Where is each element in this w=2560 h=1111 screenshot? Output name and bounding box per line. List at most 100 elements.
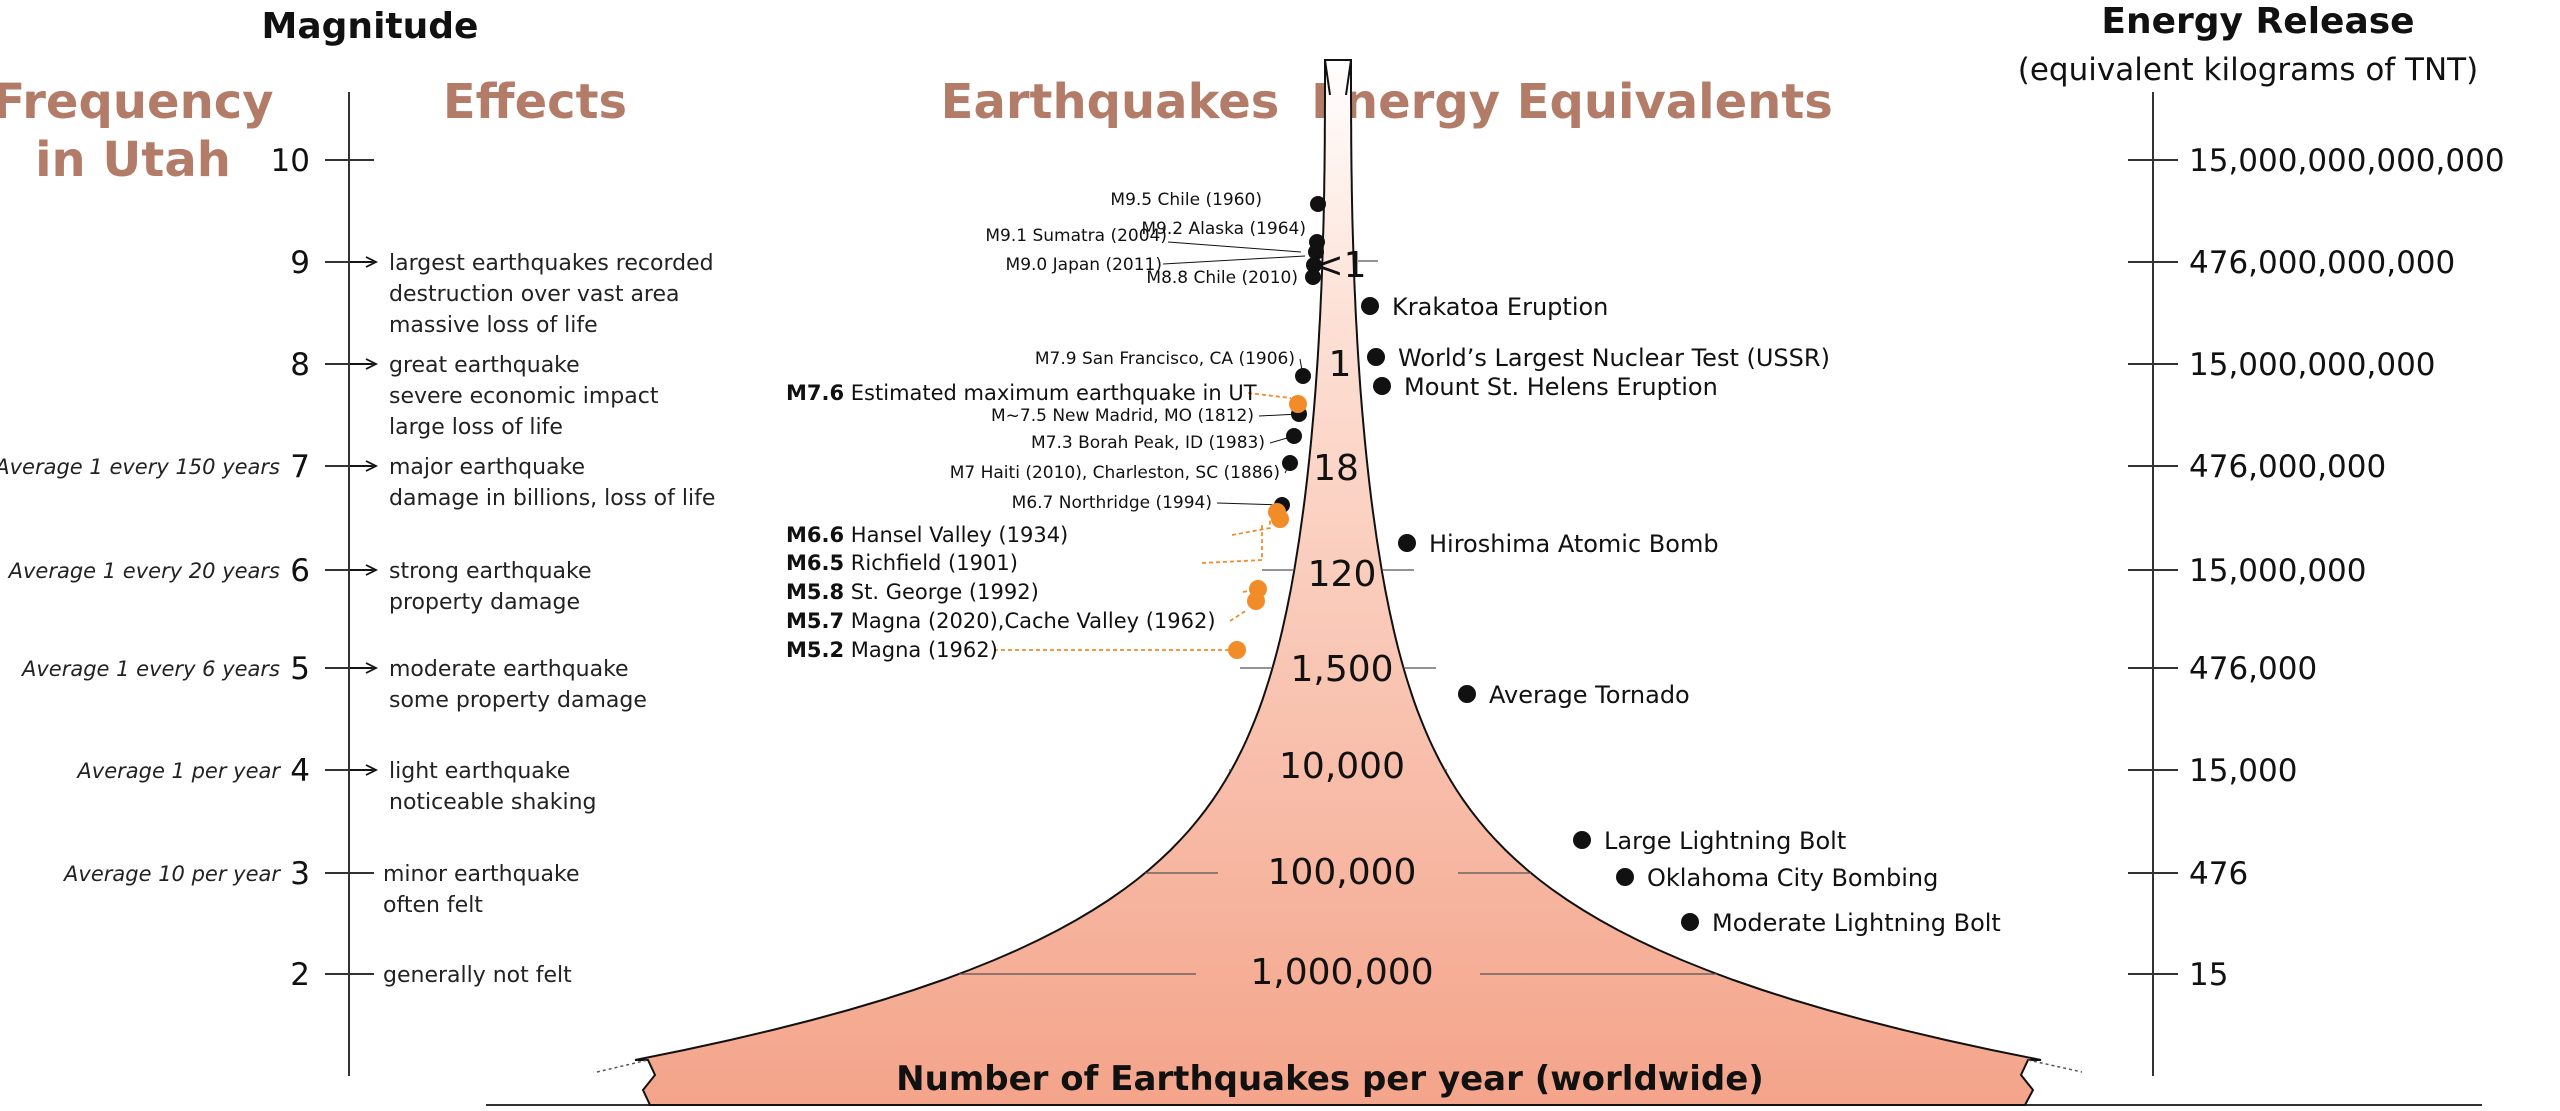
energy-release-value: 476 — [2189, 856, 2248, 892]
energy-release-value: 15 — [2189, 957, 2228, 993]
frequency-text: Average 1 every 6 years — [20, 657, 280, 681]
energy-equivalent-dot — [1367, 348, 1385, 366]
energy-release-value: 476,000,000,000 — [2189, 245, 2455, 281]
energy-equivalent-label: Large Lightning Bolt — [1604, 827, 1846, 855]
world-quake-dot — [1282, 455, 1298, 471]
energy-equivalents-header: Energy Equivalents — [1311, 74, 1833, 130]
magnitude-ticks: 10 9 8 7 6 5 4 3 2 — [271, 143, 374, 993]
cone-tip-right — [1345, 59, 1352, 96]
earthquake-count: 1,500 — [1290, 649, 1393, 690]
earthquakes-header: Earthquakes — [941, 74, 1280, 130]
earthquake-cone — [634, 59, 2042, 1106]
utah-quake-dot — [1289, 395, 1307, 413]
magnitude-label: 9 — [290, 245, 310, 281]
energy-equivalent-dot — [1398, 534, 1416, 552]
utah-quake-leader — [1231, 519, 1271, 536]
utah-quake-description: Hansel Valley (1934) — [844, 523, 1068, 547]
earthquake-count: 18 — [1313, 448, 1359, 489]
magnitude-label: 4 — [290, 753, 310, 789]
world-quake-label: M~7.5 New Madrid, MO (1812) — [991, 406, 1254, 426]
magnitude-label: 6 — [290, 553, 310, 589]
energy-equivalent-dot — [1361, 297, 1379, 315]
utah-quake-label: M5.8 St. George (1992) — [786, 580, 1039, 604]
energy-equivalent-label: Hiroshima Atomic Bomb — [1429, 530, 1719, 558]
utah-quake-magnitude: M6.5 — [786, 551, 844, 575]
effect-text: destruction over vast area — [389, 282, 680, 307]
energy-release-header: Energy Release — [2101, 1, 2414, 42]
world-quake-label: M7.3 Borah Peak, ID (1983) — [1031, 433, 1265, 453]
energy-release-value: 15,000 — [2189, 753, 2297, 789]
effect-text: light earthquake — [389, 759, 570, 784]
utah-quake-description: Magna (1962) — [844, 638, 998, 662]
utah-earthquakes: M7.6 Estimated maximum earthquake in UTM… — [786, 381, 1307, 662]
earthquake-count: 120 — [1308, 554, 1377, 595]
energy-equivalent-dot — [1616, 868, 1634, 886]
energy-release-value: 15,000,000,000 — [2189, 347, 2436, 383]
utah-quake-description: Magna (2020),Cache Valley (1962) — [844, 609, 1215, 633]
effect-text: strong earthquake — [389, 559, 592, 584]
magnitude-label: 2 — [290, 957, 310, 993]
frequency-text: Average 1 every 20 years — [7, 559, 280, 583]
effect-arrow-head — [365, 662, 379, 674]
world-quake-dot — [1310, 196, 1326, 212]
energy-equivalent-label: Average Tornado — [1489, 681, 1690, 709]
world-quake-dot — [1306, 257, 1322, 273]
frequency-text: Average 1 every 150 years — [0, 455, 280, 479]
magnitude-header: Magnitude — [262, 6, 479, 47]
effect-text: massive loss of life — [389, 313, 598, 338]
utah-quake-description: Richfield (1901) — [844, 551, 1018, 575]
energy-equivalent-dot — [1681, 913, 1699, 931]
world-quake-leader — [1216, 502, 1283, 506]
effect-text: noticeable shaking — [389, 790, 597, 815]
energy-equivalents: Krakatoa Eruption World’s Largest Nuclear… — [1361, 293, 2001, 937]
utah-quake-label: M6.6 Hansel Valley (1934) — [786, 523, 1068, 547]
frequency-header-line2: in Utah — [35, 132, 231, 188]
world-quake-dot — [1295, 368, 1311, 384]
world-quake-label: M9.1 Sumatra (2004) — [985, 226, 1167, 246]
energy-release-value: 15,000,000 — [2189, 553, 2367, 589]
effect-arrow-head — [365, 564, 379, 576]
effect-arrow-head — [365, 256, 379, 268]
world-quake-dot — [1286, 428, 1302, 444]
utah-quake-magnitude: M7.6 — [786, 381, 844, 405]
energy-release-values: 15,000,000,000,000 476,000,000,000 15,000,… — [2128, 143, 2505, 993]
effect-arrow-head — [365, 358, 379, 370]
magnitude-label: 3 — [290, 856, 310, 892]
energy-release-value: 476,000,000 — [2189, 449, 2386, 485]
magnitude-label: 10 — [271, 143, 310, 179]
effect-text: great earthquake — [389, 353, 580, 378]
earthquake-count: 1,000,000 — [1250, 952, 1433, 993]
world-quake-label: M9.5 Chile (1960) — [1110, 190, 1262, 210]
utah-quake-description: Estimated maximum earthquake in UT — [844, 381, 1257, 405]
effect-arrow-head — [365, 764, 379, 776]
frequency-text: Average 1 per year — [75, 759, 281, 783]
energy-equivalent-label: Mount St. Helens Eruption — [1404, 373, 1718, 401]
utah-quake-dot — [1228, 641, 1246, 659]
cone-dashed-right — [2027, 1059, 2083, 1073]
energy-release-subheader: (equivalent kilograms of TNT) — [2018, 52, 2478, 88]
utah-quake-dot — [1247, 592, 1265, 610]
effect-text: property damage — [389, 590, 580, 615]
earthquake-count: 1 — [1329, 344, 1352, 385]
effects-header: Effects — [443, 74, 627, 130]
effect-text: severe economic impact — [389, 384, 659, 409]
energy-equivalent-dot — [1573, 831, 1591, 849]
world-quake-label: M9.2 Alaska (1964) — [1141, 219, 1306, 239]
utah-quake-description: St. George (1992) — [844, 580, 1039, 604]
utah-quake-leader — [1201, 522, 1263, 564]
effect-text: major earthquake — [389, 455, 585, 480]
cone-tip-left — [1324, 59, 1331, 96]
effect-text: often felt — [383, 893, 483, 918]
energy-equivalent-dot — [1458, 685, 1476, 703]
effects-list: largest earthquakes recorded destruction … — [350, 251, 715, 988]
world-quake-label: M7.9 San Francisco, CA (1906) — [1035, 349, 1295, 369]
world-quake-label: M9.0 Japan (2011) — [1006, 255, 1162, 275]
effect-text: generally not felt — [383, 963, 572, 988]
utah-quake-magnitude: M6.6 — [786, 523, 844, 547]
energy-equivalent-label: Moderate Lightning Bolt — [1712, 909, 2001, 937]
effect-text: largest earthquakes recorded — [389, 251, 714, 276]
utah-quake-label: M5.7 Magna (2020),Cache Valley (1962) — [786, 609, 1216, 633]
energy-equivalent-label: Krakatoa Eruption — [1392, 293, 1608, 321]
